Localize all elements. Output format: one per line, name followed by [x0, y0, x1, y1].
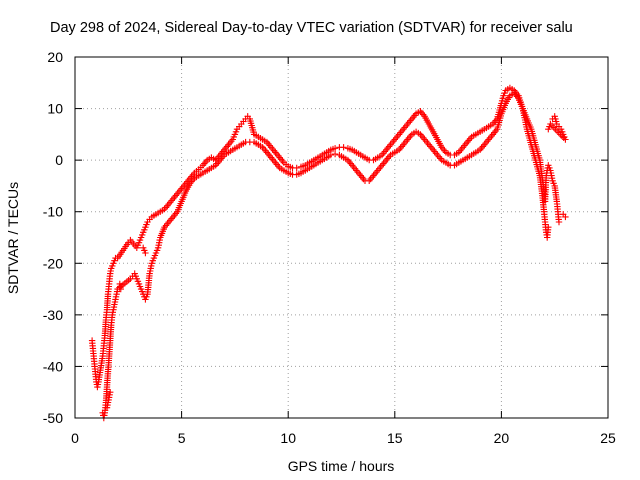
- data-point: [331, 145, 339, 152]
- data-point: [142, 249, 149, 257]
- data-point: [545, 224, 552, 231]
- chart-title: Day 298 of 2024, Sidereal Day-to-day VTE…: [50, 20, 573, 36]
- data-point: [555, 218, 563, 226]
- data-point: [107, 389, 114, 396]
- data-point: [340, 144, 347, 151]
- x-axis-title: GPS time / hours: [288, 458, 395, 474]
- y-tick-label: -20: [43, 255, 63, 271]
- axis-ticks: [74, 56, 609, 419]
- grid-lines: [75, 57, 608, 418]
- y-tick-label: 20: [47, 49, 63, 65]
- x-axis-tick-labels: 0 5 10 15 20 25: [71, 430, 616, 446]
- y-tick-label: -10: [43, 204, 63, 220]
- y-tick-label: -50: [43, 410, 63, 426]
- x-tick-label: 10: [280, 430, 296, 446]
- y-axis-title: SDTVAR / TECUs: [5, 182, 21, 294]
- y-tick-label: -40: [43, 358, 63, 374]
- x-tick-label: 25: [600, 430, 616, 446]
- x-tick-label: 5: [178, 430, 186, 446]
- x-tick-label: 15: [387, 430, 403, 446]
- data-point: [331, 150, 339, 158]
- data-point: [562, 213, 569, 221]
- y-tick-label: -30: [43, 307, 63, 323]
- data-point: [293, 164, 300, 172]
- data-points: [88, 84, 569, 422]
- x-tick-label: 0: [71, 430, 79, 446]
- data-point: [327, 151, 334, 159]
- plot-area-border: [74, 56, 609, 419]
- data-point: [545, 126, 552, 133]
- x-tick-label: 20: [494, 430, 510, 446]
- y-tick-label: 10: [47, 101, 63, 117]
- y-axis-tick-labels: -50 -40 -30 -20 -10 0 10 20: [43, 49, 63, 426]
- y-tick-label: 0: [55, 152, 63, 168]
